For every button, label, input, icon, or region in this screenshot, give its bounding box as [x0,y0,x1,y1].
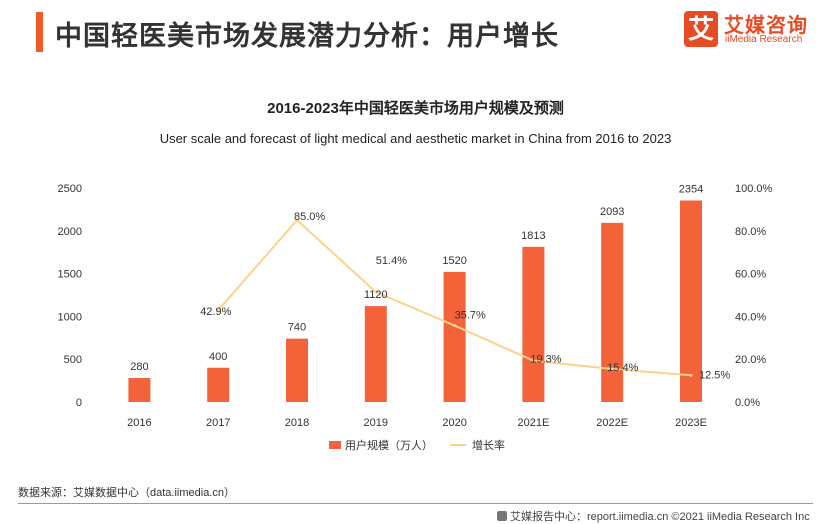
bar-value-label: 1520 [442,255,466,267]
y-right-tick-label: 60.0% [735,269,766,281]
y-left-tick-label: 0 [76,397,82,409]
bar [128,378,151,402]
bar-value-label: 2093 [600,206,624,218]
growth-rate-point [531,359,535,363]
bar [601,222,624,402]
growth-rate-point [374,290,378,294]
bar [207,367,230,402]
line-value-label: 19.3% [530,354,561,366]
bar-value-label: 400 [209,351,227,363]
footer-credit: 艾媒报告中心：report.iimedia.cn ©2021 iiMedia R… [497,508,810,524]
title-accent-bar [36,12,43,52]
legend-line-label: 增长率 [472,438,505,452]
logo-text-en: iiMedia Research [725,34,803,45]
y-left-tick-label: 1000 [58,311,82,323]
bar [286,338,308,402]
data-source: 数据来源：艾媒数据中心（data.iimedia.cn） [18,487,235,499]
growth-rate-point [216,308,220,312]
line-value-label: 15.4% [607,362,638,374]
line-value-label: 51.4% [376,255,407,267]
x-tick-label: 2020 [442,417,466,429]
bar-value-label: 1120 [364,289,388,301]
growth-rate-point [689,373,693,377]
bar [680,200,702,402]
line-value-label: 12.5% [699,369,730,381]
bar [364,306,387,402]
bar-value-label: 1813 [521,230,545,242]
y-right-tick-label: 20.0% [735,354,766,366]
y-right-tick-label: 80.0% [735,226,766,238]
report-icon [497,511,507,521]
growth-rate-point [453,324,457,328]
bar-value-label: 280 [130,361,148,373]
x-tick-label: 2016 [127,417,151,429]
x-tick-label: 2018 [285,417,309,429]
line-value-label: 85.0% [294,211,325,223]
x-tick-label: 2019 [364,417,388,429]
footer-divider [18,503,813,504]
y-right-tick-label: 0.0% [735,397,760,409]
growth-rate-point [610,367,614,371]
line-value-label: 42.9% [200,306,231,318]
legend-bar-swatch [329,441,341,449]
logo-mark-icon: 艾 [684,11,718,47]
growth-rate-point [295,218,299,222]
y-left-tick-label: 2500 [58,183,82,195]
y-left-tick-label: 500 [64,354,82,366]
footer-credit-text: 艾媒报告中心：report.iimedia.cn ©2021 iiMedia R… [510,511,810,523]
x-tick-label: 2017 [206,417,230,429]
chart-title: 2016-2023年中国轻医美市场用户规模及预测 [267,100,564,117]
y-left-tick-label: 1500 [58,269,82,281]
bar-value-label: 740 [288,322,306,334]
x-tick-label: 2023E [675,417,707,429]
page-title: 中国轻医美市场发展潜力分析：用户增长 [55,21,559,51]
line-value-label: 35.7% [455,310,486,322]
chart-subtitle: User scale and forecast of light medical… [159,131,672,146]
y-right-tick-label: 40.0% [735,311,766,323]
logo-text-cn: 艾媒咨询 [724,15,808,37]
y-right-tick-label: 100.0% [735,183,773,195]
bar [522,246,545,402]
x-tick-label: 2022E [596,417,628,429]
brand-logo: 艾 艾媒咨询 iiMedia Research [684,9,824,57]
y-left-tick-label: 2000 [58,226,82,238]
bar [443,271,466,402]
x-tick-label: 2021E [517,417,549,429]
legend-bar-label: 用户规模（万人） [345,438,433,452]
bar-value-label: 2354 [679,183,703,195]
